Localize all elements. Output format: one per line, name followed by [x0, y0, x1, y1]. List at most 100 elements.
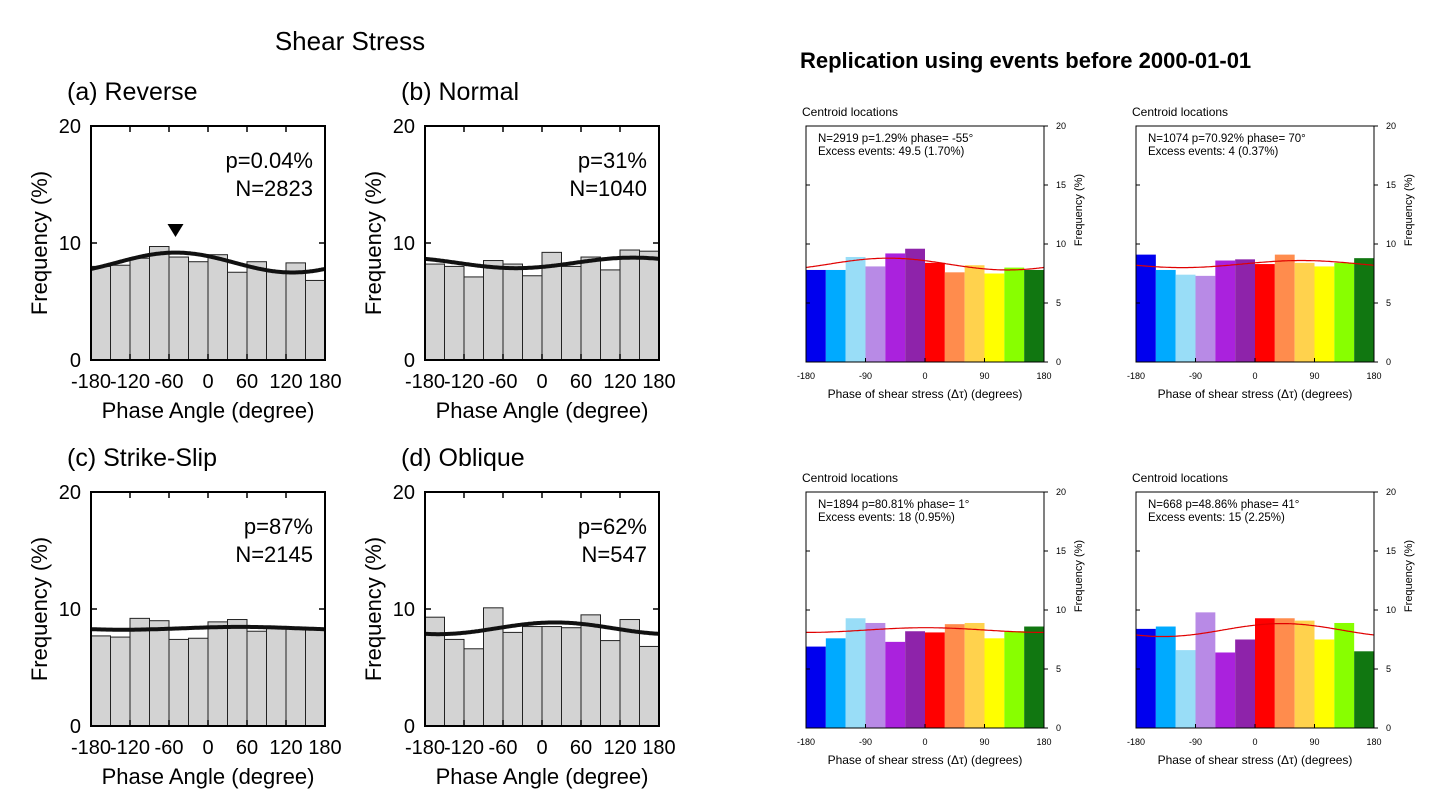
x-tick-label: 180: [1366, 371, 1381, 381]
y-tick-label: 10: [59, 599, 81, 621]
histogram-bar: [905, 248, 925, 362]
histogram-bar: [149, 246, 170, 361]
x-tick-label: 0: [202, 737, 213, 759]
y-tick-label: 20: [1056, 487, 1066, 497]
n-count-annotation: N=547: [582, 542, 647, 567]
x-tick-label: 60: [570, 371, 592, 393]
histogram-bar: [246, 261, 267, 361]
x-tick-label: 90: [1309, 737, 1319, 747]
y-tick-label: 20: [59, 482, 81, 504]
histogram-bar: [502, 631, 523, 727]
x-tick-label: 120: [269, 371, 302, 393]
chart-panel-5: -180 -90 0 90 180 0 5 10 15 20 Centroid locations P…: [1127, 105, 1415, 401]
histogram-bar: [580, 614, 601, 727]
x-tick-label: -60: [489, 737, 518, 759]
histogram-bar: [865, 266, 886, 362]
x-tick-label: -120: [110, 737, 150, 759]
left-figure-title: Shear Stress: [275, 26, 425, 56]
excess-events-annotation: Excess events: 49.5 (1.70%): [818, 146, 965, 158]
histogram-bar: [885, 253, 906, 362]
histogram-bar: [1294, 620, 1315, 728]
x-tick-label: 0: [1252, 737, 1257, 747]
histogram-bar: [285, 262, 306, 361]
histogram-bar: [1354, 651, 1374, 728]
histogram-bar: [806, 646, 826, 728]
x-tick-label: 90: [979, 737, 989, 747]
panel-title: Centroid locations: [802, 471, 898, 485]
y-tick-label: 10: [393, 599, 415, 621]
histogram-bar: [1235, 639, 1255, 728]
x-tick-label: -60: [155, 737, 184, 759]
y-axis-label: Frequency (%): [27, 171, 52, 315]
histogram-bar: [1255, 618, 1275, 728]
x-tick-label: -180: [1127, 371, 1145, 381]
histogram-bar: [984, 273, 1005, 362]
histogram-bar: [266, 626, 287, 727]
phase-marker-triangle: [167, 224, 184, 237]
histogram-bar: [207, 254, 228, 361]
histogram-bar: [522, 275, 543, 361]
histogram-bar: [905, 631, 925, 728]
histogram-bar: [168, 256, 189, 361]
x-tick-label: 180: [642, 371, 675, 393]
y-tick-label: 15: [1386, 546, 1396, 556]
fit-curve: [90, 250, 326, 275]
chart-panel-4: -180 -90 0 90 180 0 5 10 15 20 Centroid locations P…: [797, 105, 1085, 401]
y-tick-label: 10: [1056, 605, 1066, 615]
histogram-bar: [1334, 262, 1355, 362]
fit-curve: [1135, 623, 1375, 638]
histogram-bar: [444, 265, 465, 361]
x-tick-label: -180: [405, 371, 445, 393]
histogram-bar: [1155, 626, 1176, 728]
x-axis-label: Phase Angle (degree): [102, 764, 315, 789]
histogram-bar: [1024, 269, 1044, 362]
histogram-bar: [1314, 266, 1335, 362]
histogram-bar: [90, 265, 111, 361]
y-tick-label: 0: [1056, 357, 1061, 367]
x-tick-label: -60: [155, 371, 184, 393]
histogram-bar: [1155, 269, 1176, 362]
x-tick-label: 60: [236, 371, 258, 393]
histogram-bar: [944, 272, 965, 362]
y-tick-label: 10: [59, 233, 81, 255]
histogram-bar: [806, 269, 826, 362]
stats-annotation: N=2919 p=1.29% phase= -55°: [818, 133, 973, 145]
x-axis-label: Phase Angle (degree): [102, 398, 315, 423]
histogram-bar: [1004, 267, 1025, 362]
histogram-bar: [463, 648, 484, 727]
histogram-bar: [865, 622, 886, 728]
x-tick-label: -180: [797, 737, 815, 747]
histogram-bar: [522, 626, 543, 727]
fit-curve: [1135, 259, 1375, 269]
x-tick-label: 180: [1036, 737, 1051, 747]
histogram-bar: [580, 256, 601, 361]
histogram-bar: [561, 627, 582, 727]
histogram-bar: [1294, 262, 1315, 362]
x-tick-label: -90: [859, 737, 872, 747]
y-tick-label: 10: [393, 233, 415, 255]
x-tick-label: -180: [1127, 737, 1145, 747]
p-value-annotation: p=87%: [244, 514, 313, 539]
histogram-bar: [1195, 612, 1216, 728]
histogram-bar: [168, 638, 189, 727]
x-tick-label: 0: [536, 371, 547, 393]
histogram-bar: [149, 620, 170, 727]
histogram-bar: [483, 607, 504, 727]
x-tick-label: -180: [797, 371, 815, 381]
histogram-bar: [463, 276, 484, 361]
histogram-bar: [227, 271, 248, 361]
histogram-bar: [1255, 264, 1275, 362]
histogram-bar: [188, 637, 209, 727]
panel-title: (c) Strike-Slip: [67, 444, 217, 472]
y-axis-label: Frequency (%): [361, 171, 386, 315]
histogram-bar: [424, 263, 445, 361]
x-tick-label: 180: [1366, 737, 1381, 747]
y-tick-label: 10: [1056, 239, 1066, 249]
histogram-bar: [1195, 275, 1216, 362]
x-tick-label: -120: [444, 737, 484, 759]
n-count-annotation: N=2145: [235, 542, 313, 567]
histogram-bar: [246, 630, 267, 727]
x-tick-label: 0: [202, 371, 213, 393]
x-tick-label: -90: [859, 371, 872, 381]
